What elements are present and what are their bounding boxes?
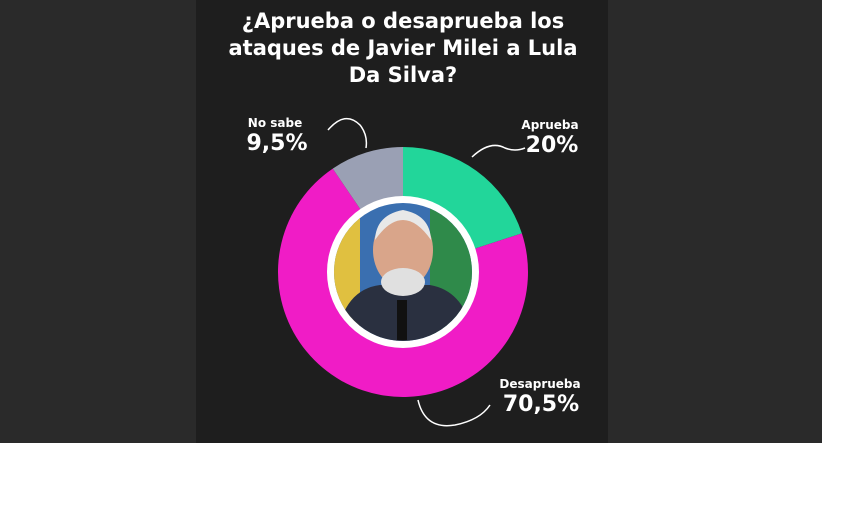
- value-label: 20%: [526, 133, 579, 158]
- arrow: [417, 399, 491, 427]
- donut-slice: [332, 147, 403, 215]
- category-label: Desaprueba: [499, 377, 580, 391]
- value-label: 9,5%: [246, 131, 307, 156]
- chart-title: ¿Aprueba o desaprueba los ataques de Jav…: [228, 9, 578, 87]
- photo: [334, 203, 472, 341]
- arrow: [471, 144, 526, 158]
- arrow: [327, 117, 368, 149]
- value-label: 70,5%: [503, 392, 579, 417]
- donut-slice: [278, 168, 529, 398]
- category-label: Aprueba: [521, 118, 578, 132]
- donut-slice: [403, 147, 522, 251]
- category-label: No sabe: [248, 116, 302, 130]
